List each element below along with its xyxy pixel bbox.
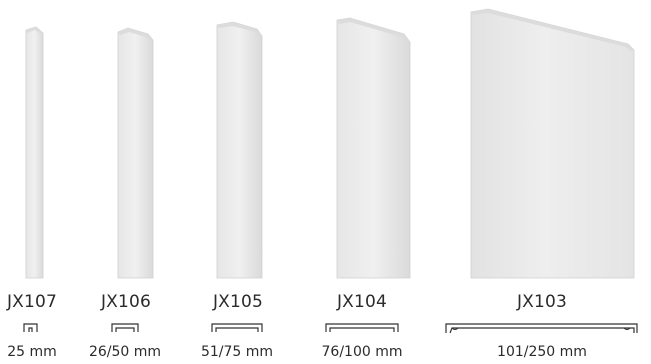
- panel-jx103: [470, 8, 635, 279]
- model-label-jx103: JX103: [516, 292, 568, 312]
- size-label-jx103: 101/250 mm: [497, 344, 587, 360]
- panel-jx105: [216, 21, 263, 279]
- profile-icon-jx107: [23, 323, 38, 332]
- profile-icon-jx103: [445, 323, 638, 334]
- panel-jx104: [336, 17, 411, 279]
- panel-jx107: [25, 26, 44, 279]
- profile-icon-jx104: [325, 323, 399, 332]
- model-label-jx105: JX105: [212, 292, 264, 312]
- profile-icon-jx105: [211, 323, 263, 332]
- size-label-jx106: 26/50 mm: [88, 344, 162, 360]
- model-label-jx104: JX104: [336, 292, 388, 312]
- size-label-jx107: 25 mm: [7, 344, 57, 360]
- panel-jx106: [117, 27, 154, 279]
- size-label-jx105: 51/75 mm: [200, 344, 274, 360]
- model-label-jx106: JX106: [100, 292, 152, 312]
- profile-icons: [23, 323, 638, 334]
- size-label-jx104: 76/100 mm: [321, 344, 403, 360]
- profile-icon-jx106: [111, 323, 139, 332]
- model-label-jx107: JX107: [6, 292, 58, 312]
